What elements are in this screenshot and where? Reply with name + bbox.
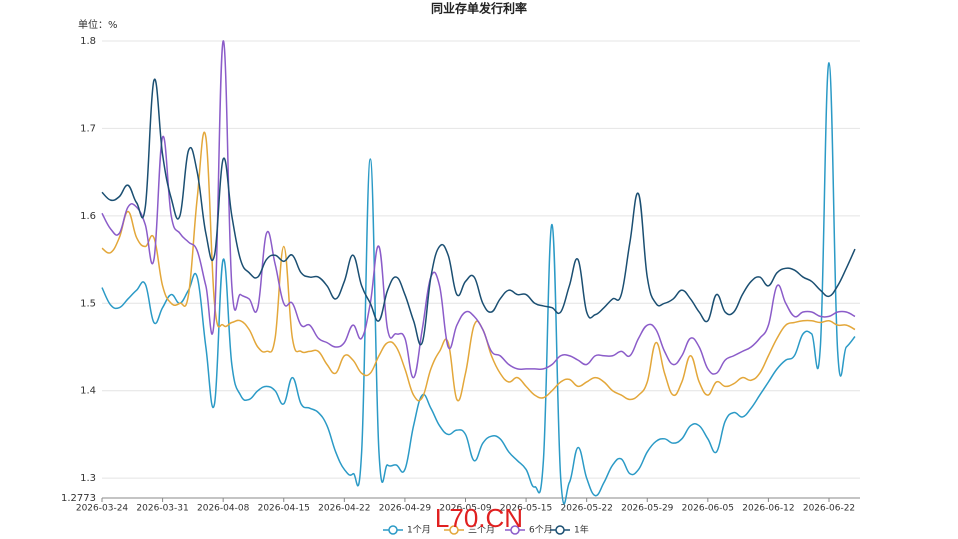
legend-item: 1年	[550, 524, 589, 536]
legend-label: 6个月	[529, 525, 553, 536]
x-tick-label: 2026-06-22	[803, 504, 855, 514]
unit-label: 单位：%	[78, 18, 118, 31]
y-tick-label: 1.4	[80, 386, 96, 397]
legend-marker	[388, 525, 398, 535]
x-tick-label: 2026-06-05	[682, 504, 734, 514]
legend-item: 6个月	[505, 525, 553, 536]
series-line	[101, 40, 856, 379]
legend-marker	[510, 525, 520, 535]
series-line	[101, 131, 856, 402]
y-tick-label: 1.7	[80, 123, 96, 134]
x-tick-label: 2026-05-29	[621, 504, 674, 514]
series-line	[101, 62, 856, 505]
legend-label: 1年	[574, 524, 589, 536]
y-tick-label: 1.5	[80, 298, 96, 309]
legend-item: 三个月	[444, 525, 495, 536]
y-tick-label: 1.3	[80, 473, 96, 484]
legend-label: 1个月	[407, 525, 431, 536]
y-tick-label: 1.8	[80, 36, 96, 47]
x-tick-label: 2026-05-09	[439, 504, 492, 514]
x-tick-label: 2026-04-15	[258, 504, 310, 514]
x-tick-label: 2026-03-31	[136, 504, 188, 514]
x-tick-label: 2026-05-15	[500, 504, 552, 514]
chart-title: 同业存单发行利率	[431, 1, 527, 16]
x-tick-label: 2026-04-29	[379, 504, 432, 514]
legend-item: 1个月	[383, 525, 431, 536]
legend-marker	[449, 525, 459, 535]
y-tick-label: 1.6	[80, 211, 96, 222]
x-tick-label: 2026-05-22	[561, 504, 613, 514]
x-tick-label: 2026-03-24	[76, 504, 129, 514]
series-line	[101, 78, 856, 346]
legend-label: 三个月	[468, 525, 495, 536]
x-tick-label: 2026-04-22	[318, 504, 370, 514]
y-tick-label: 1.2773	[61, 493, 96, 504]
watermark: L70.CN	[435, 503, 523, 533]
legend-marker	[555, 525, 565, 535]
x-tick-label: 2026-04-08	[197, 504, 250, 514]
x-tick-label: 2026-06-12	[742, 504, 794, 514]
